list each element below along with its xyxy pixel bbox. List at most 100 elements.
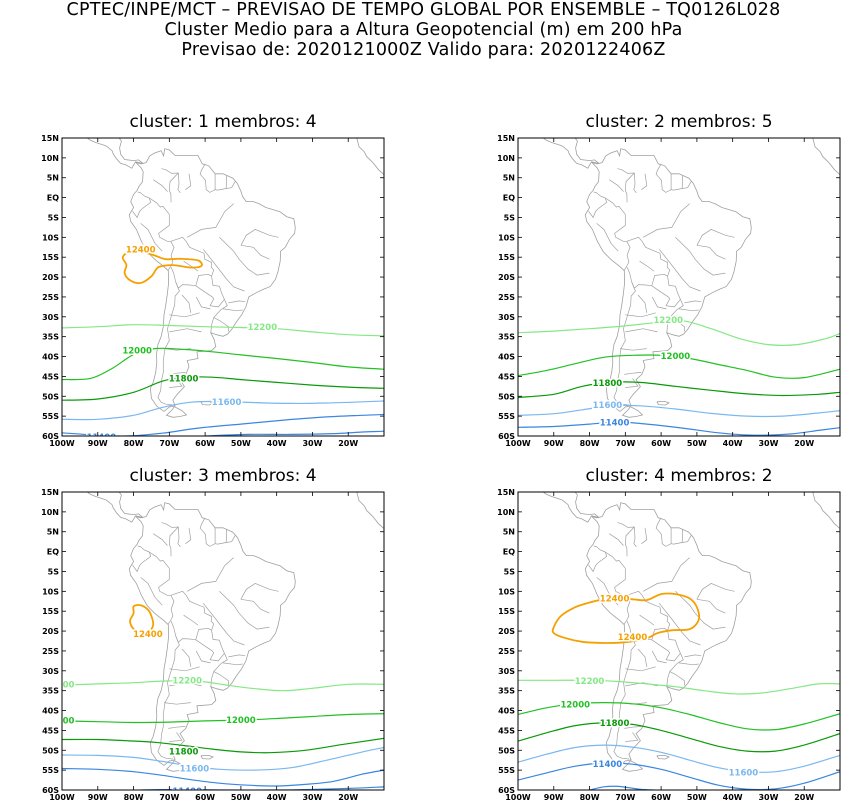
lon-tick-label: 100W	[49, 439, 75, 448]
country-border	[184, 615, 198, 625]
country-border	[141, 577, 163, 605]
lon-tick-label: 60W	[651, 439, 671, 448]
contour-label: 11400	[593, 760, 623, 770]
lon-tick-label: 100W	[505, 793, 531, 802]
lat-tick-label: 5S	[504, 567, 516, 576]
lat-tick-label: 50S	[498, 746, 515, 755]
country-border	[159, 568, 171, 595]
lat-tick-label: 15S	[498, 253, 515, 262]
contour-label: 12200	[172, 676, 202, 686]
lon-tick-label: 40W	[267, 439, 287, 448]
lat-tick-label: 15N	[41, 134, 59, 143]
lat-tick-label: 35S	[498, 333, 515, 342]
country-border	[187, 558, 234, 592]
lat-tick-label: 10S	[498, 233, 515, 242]
coastline	[73, 134, 143, 169]
country-border	[643, 204, 690, 238]
country-border	[589, 552, 607, 572]
lat-tick-label: 5S	[48, 213, 60, 222]
lon-tick-label: 90W	[544, 439, 564, 448]
contour-label: 11800	[169, 374, 199, 384]
lon-tick-label: 70W	[615, 793, 635, 802]
country-border	[214, 318, 229, 332]
lon-tick-label: 20W	[338, 439, 358, 448]
country-border	[241, 599, 270, 613]
country-border	[679, 663, 699, 665]
country-border	[171, 591, 214, 630]
country-border	[169, 329, 201, 332]
country-border	[625, 667, 655, 671]
country-border	[214, 653, 228, 671]
country-border	[627, 237, 670, 276]
coastline	[357, 138, 384, 175]
country-border	[605, 198, 625, 214]
country-border	[670, 653, 684, 671]
country-border	[196, 651, 210, 663]
lat-tick-label: 5N	[503, 528, 515, 537]
country-border	[589, 198, 607, 218]
country-border	[624, 372, 641, 374]
lat-tick-label: 20S	[42, 627, 59, 636]
lat-tick-label: 10N	[41, 508, 59, 517]
country-border	[159, 214, 171, 241]
contour-label: 11600	[729, 769, 759, 779]
lat-tick-label: EQ	[503, 548, 515, 557]
plot-frame	[518, 492, 840, 790]
country-border	[615, 568, 627, 595]
lon-tick-label: 70W	[159, 439, 179, 448]
country-border	[656, 164, 661, 178]
country-border	[656, 518, 661, 532]
country-border	[668, 630, 681, 653]
lat-tick-label: 25S	[498, 293, 515, 302]
country-border	[668, 276, 681, 299]
country-border	[138, 546, 150, 552]
lat-tick-label: 50S	[42, 746, 59, 755]
lat-tick-label: 40S	[498, 353, 515, 362]
lon-tick-label: 60W	[195, 793, 215, 802]
country-border	[203, 178, 235, 193]
contour-label: 11400	[600, 418, 630, 428]
contour-label: 11600	[593, 401, 623, 411]
lat-tick-label: 15S	[42, 607, 59, 616]
lon-tick-label: 40W	[723, 439, 743, 448]
lat-tick-label: 35S	[42, 687, 59, 696]
coastline	[657, 401, 669, 405]
country-border	[684, 301, 701, 303]
lat-tick-label: 55S	[42, 766, 59, 775]
lat-tick-label: 35S	[498, 687, 515, 696]
country-border	[641, 174, 646, 190]
lon-tick-label: 50W	[231, 439, 251, 448]
coastline	[813, 138, 840, 175]
lat-tick-label: 50S	[498, 392, 515, 401]
country-border	[659, 532, 691, 547]
lon-tick-label: 70W	[615, 439, 635, 448]
country-border	[133, 552, 151, 572]
coastline	[657, 755, 669, 759]
contour-label: 11800	[600, 719, 630, 729]
country-border	[625, 173, 634, 202]
country-border	[241, 583, 279, 599]
lat-tick-label: EQ	[47, 194, 59, 203]
contour-11400	[518, 422, 840, 435]
country-border	[196, 297, 210, 309]
country-border	[212, 276, 225, 299]
lat-tick-label: 30S	[42, 313, 59, 322]
country-border	[640, 261, 654, 271]
country-border	[625, 329, 657, 332]
lat-tick-label: 15N	[497, 488, 515, 497]
country-border	[641, 528, 646, 544]
plot-frame	[62, 138, 384, 436]
lat-tick-label: 10S	[42, 587, 59, 596]
lat-tick-label: 25S	[42, 293, 59, 302]
lat-tick-label: 35S	[42, 333, 59, 342]
contour-11200	[590, 786, 654, 790]
country-border	[594, 546, 606, 552]
coastline	[73, 488, 143, 523]
country-border	[164, 703, 191, 705]
lon-tick-label: 30W	[302, 439, 322, 448]
country-border	[214, 299, 228, 317]
